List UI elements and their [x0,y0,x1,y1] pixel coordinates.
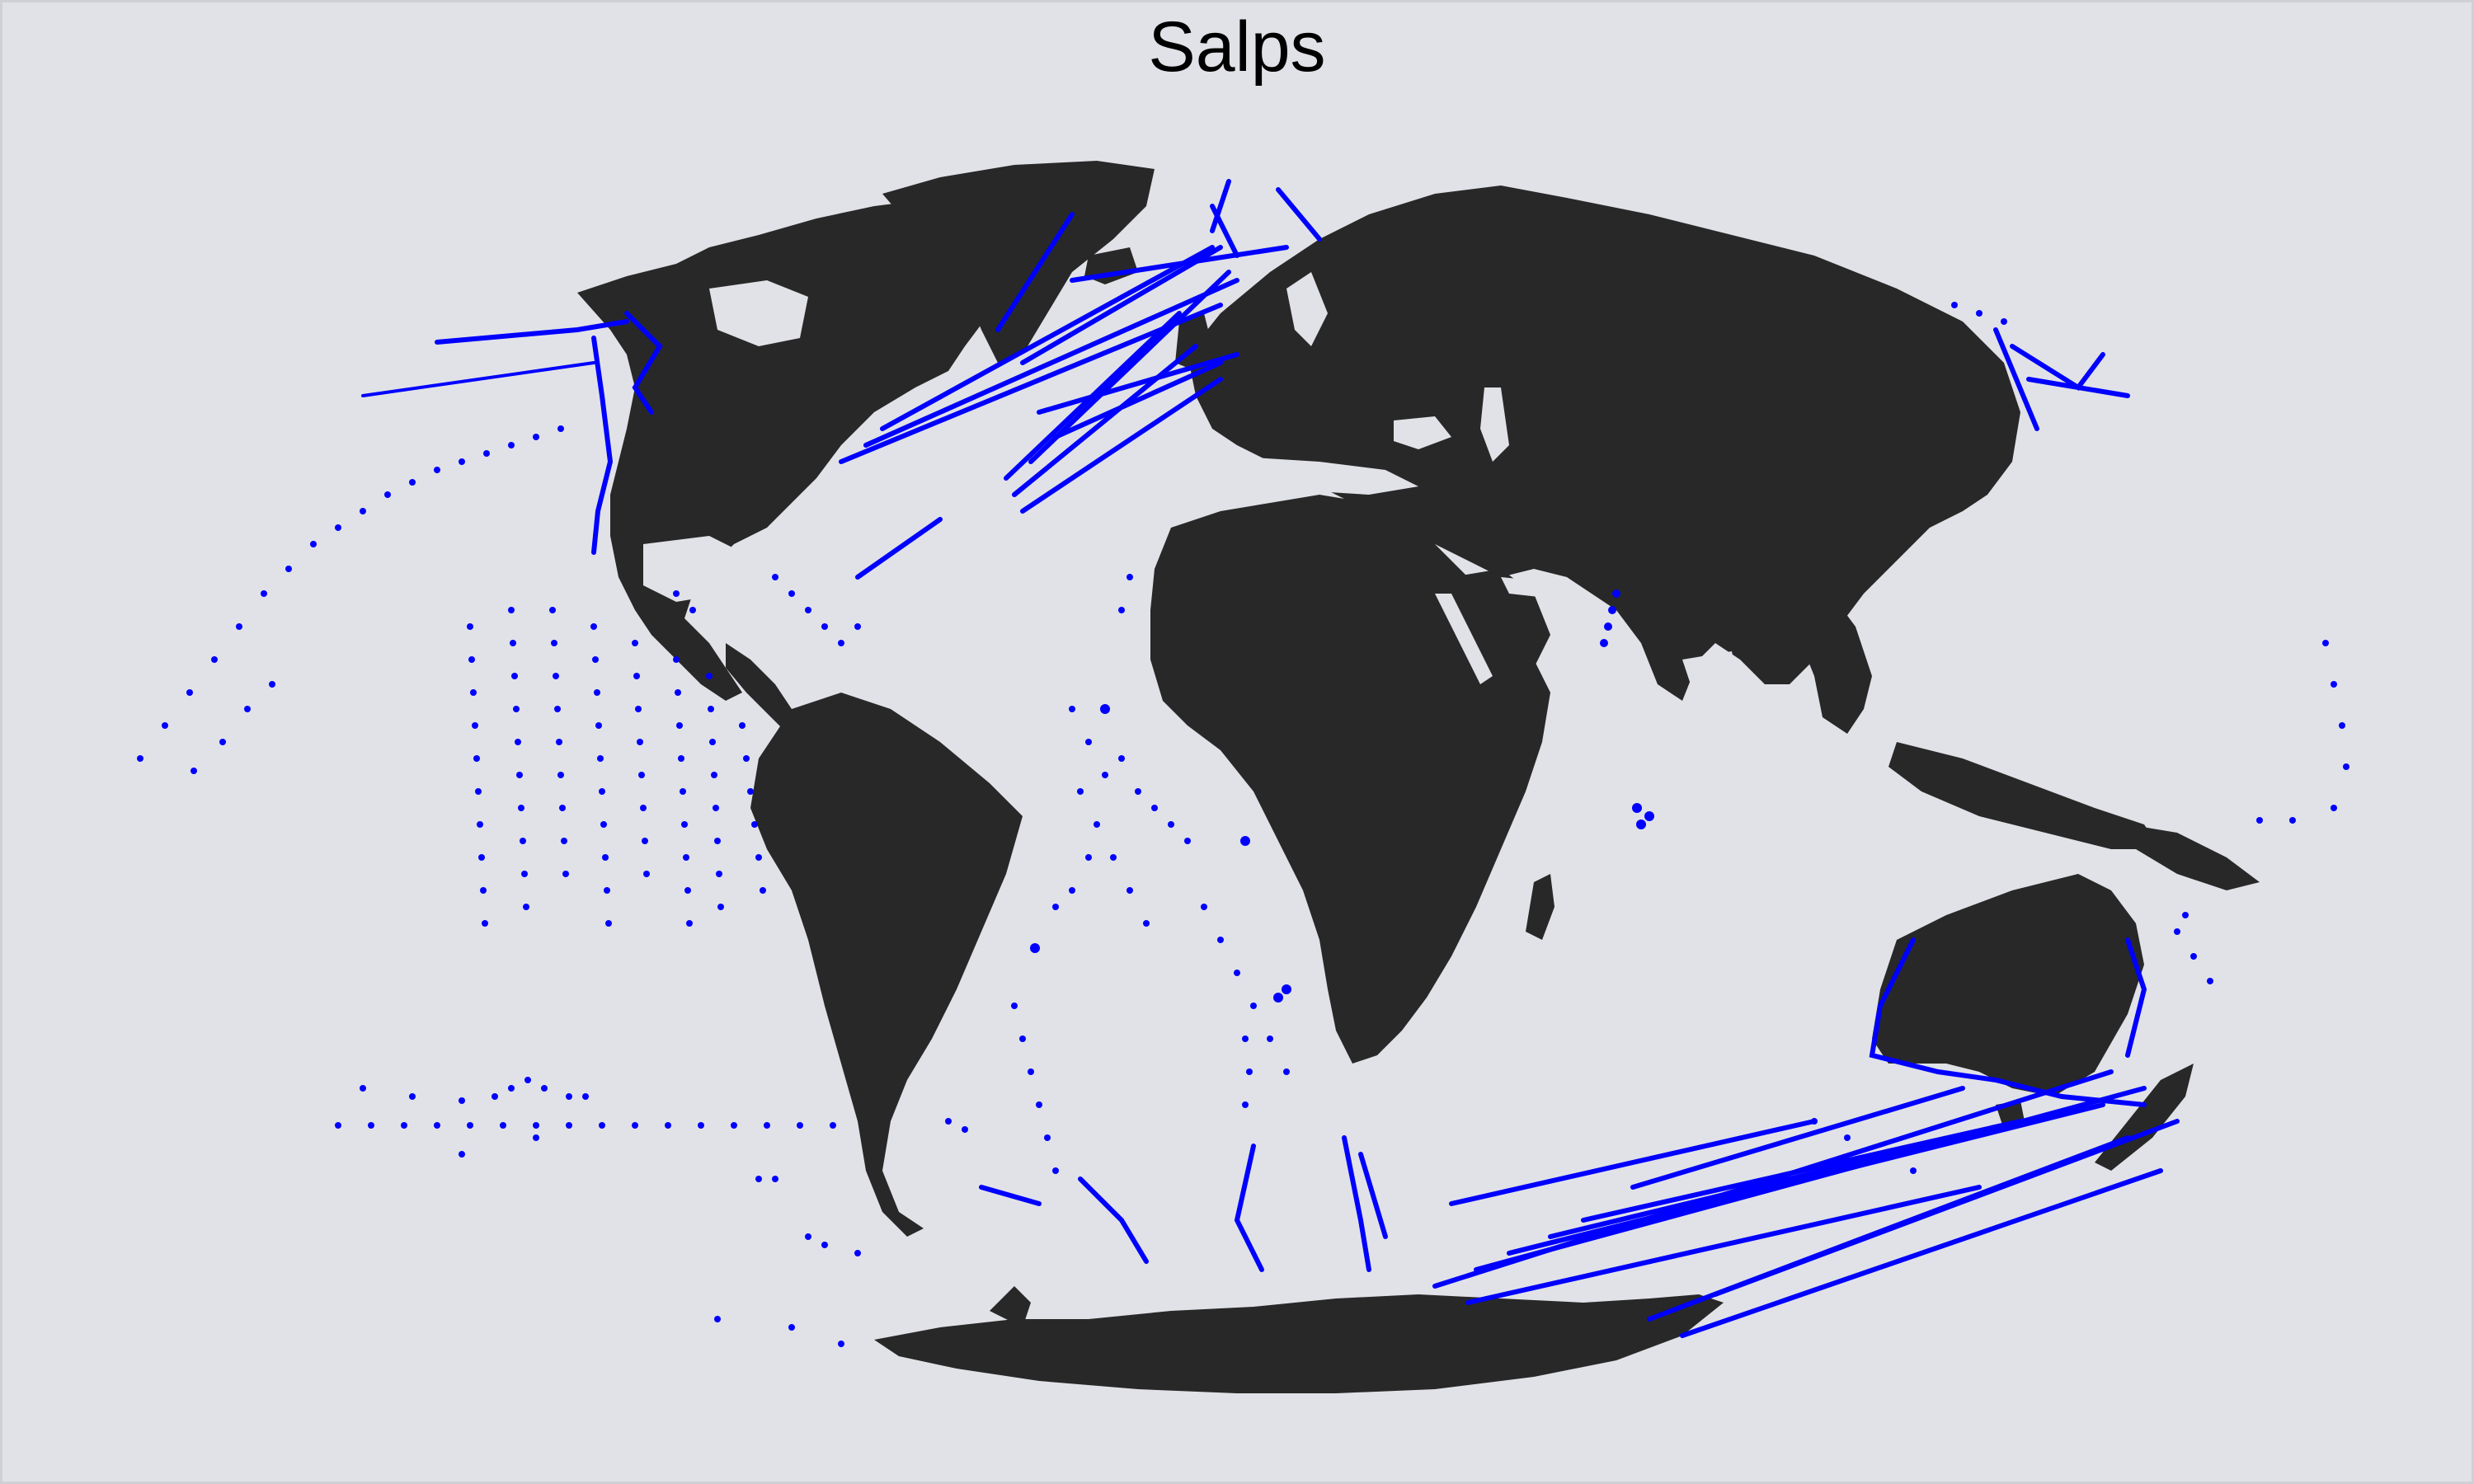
pacific-transect-7 [706,673,724,910]
southern-scattered-points [1811,912,2213,1174]
persian-gulf [1501,577,1546,598]
track-drake-1 [979,1185,1042,1206]
black-sea [1394,416,1451,449]
new-guinea [2128,824,2260,890]
occurrence-records [361,179,2180,1338]
antarctic-peninsula [990,1286,1031,1327]
track-australia-east [2125,937,2147,1058]
track-north-atlantic-15 [1053,360,1223,439]
africa [1150,495,1550,1064]
track-southern-ocean-11 [1713,1119,2180,1297]
track-north-pacific-2 [361,361,595,397]
indian-ocean-points [1600,589,1654,829]
track-north-atlantic-12 [1276,187,1322,242]
pacific-transect-6 [673,656,693,927]
track-north-atlantic-7 [1028,270,1231,464]
track-na-labrador [624,311,663,415]
pacific-transect-5 [632,640,650,877]
pacific-transect-2 [508,607,529,910]
track-na-east-coast [591,336,614,555]
map-title: Salps [1148,7,1326,87]
track-west-pacific-3 [2026,377,2130,398]
caribbean-points [673,574,861,646]
track-southern-ocean-9 [1680,1168,2163,1338]
south-america [750,693,1023,1237]
mediterranean [1204,458,1418,495]
track-atlantic-sector-3 [1358,1152,1388,1239]
baltic-sea [1286,272,1328,346]
occurrence-points [137,302,2349,1347]
track-west-pacific-2 [2010,344,2105,392]
japan [1971,379,2004,462]
caspian-sea [1480,387,1509,462]
indochina [1790,577,1872,734]
pacific-arc [137,425,564,774]
pacific-transect-3 [549,607,569,877]
track-atlantic-sector-1 [1234,1144,1264,1272]
water-bodies [643,272,1740,709]
track-north-atlantic-16 [855,517,943,580]
track-north-atlantic-9 [1020,245,1223,365]
track-southern-ocean-10 [1449,1119,1817,1206]
antarctica [874,1294,1724,1393]
red-sea [1435,594,1493,684]
track-north-atlantic-2 [863,278,1239,448]
track-north-atlantic-14 [1037,352,1239,415]
track-north-pacific-1 [435,319,629,345]
atlantic-points [945,574,1291,1174]
indonesia [1888,742,2161,849]
track-north-atlantic-4 [1020,377,1223,514]
bay-of-bengal [1682,651,1740,709]
new-zealand [2095,1064,2194,1171]
track-north-atlantic-8 [995,212,1075,332]
track-drake-2 [1078,1176,1149,1264]
track-southern-ocean-8 [1465,1185,1982,1305]
west-pacific-points [1951,302,2349,824]
track-north-atlantic-10 [1070,245,1289,283]
pacific-transect-4 [590,623,612,927]
pacific-transect-1 [467,623,488,927]
track-australia-coast [1869,937,2147,1107]
track-southern-ocean-6 [1630,1086,1965,1190]
pacific-transect-8 [739,722,766,894]
madagascar [1526,874,1554,940]
track-west-pacific-1 [1993,327,2039,431]
track-north-atlantic-3 [880,245,1215,431]
south-pacific-row [335,1077,861,1347]
track-north-atlantic-5 [1012,344,1198,497]
greenland [882,161,1155,363]
australia [1872,874,2144,1097]
track-atlantic-sector-2 [1342,1135,1371,1272]
track-north-atlantic-13 [1210,179,1231,233]
hudson-bay [709,280,808,346]
land-masses [577,161,2260,1393]
gulf-of-mexico [643,536,742,602]
track-southern-ocean-5 [1581,1119,2023,1223]
eurasia [1188,186,2020,701]
